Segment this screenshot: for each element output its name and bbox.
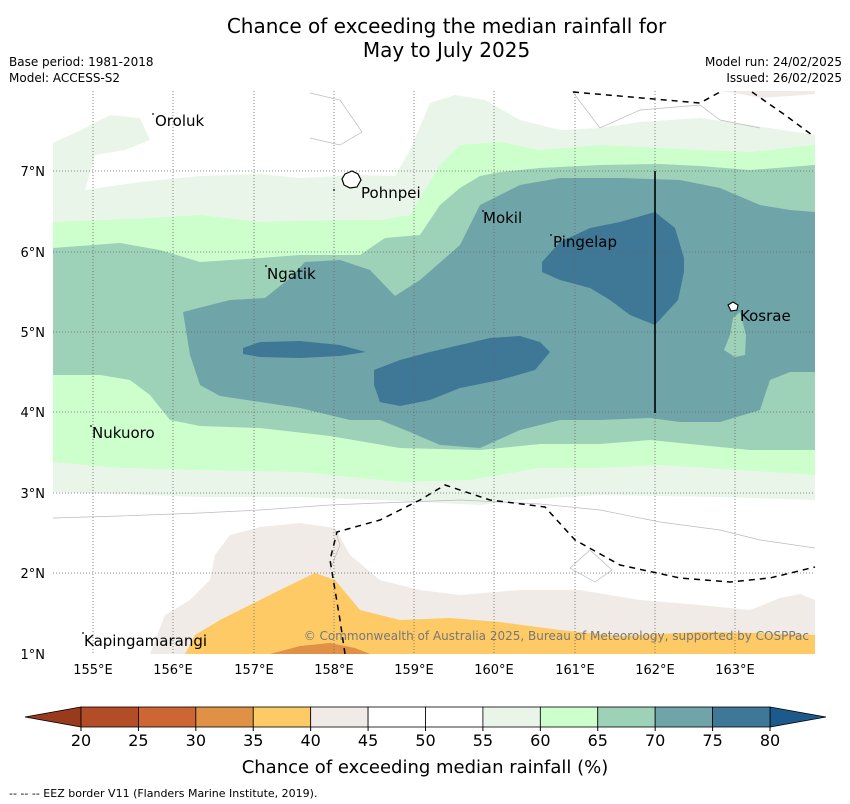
y-axis-ticks: 7°N 6°N 5°N 4°N 3°N 2°N 1°N — [21, 165, 46, 663]
x-tick: 163°E — [715, 663, 755, 678]
label-pohnpei: Pohnpei — [361, 184, 421, 202]
model-name-text: Model: ACCESS-S2 — [9, 71, 121, 85]
label-pingelap: Pingelap — [553, 233, 617, 251]
colorbar-swatch — [425, 706, 484, 728]
x-tick: 161°E — [555, 663, 595, 678]
map-title: Chance of exceeding the median rainfall … — [0, 14, 850, 62]
contour-75-b — [374, 336, 550, 406]
x-axis-ticks: 155°E 156°E 157°E 158°E 159°E 160°E 161°… — [73, 663, 755, 678]
label-oroluk: Oroluk — [155, 112, 204, 130]
colorbar-tick-label: 25 — [128, 731, 148, 750]
colorbar-tick-label: 45 — [358, 731, 378, 750]
colorbar-tick-label: 35 — [243, 731, 263, 750]
contour-45-top — [720, 91, 815, 98]
colorbar-swatch — [654, 706, 713, 728]
colorbar-over-arrow — [769, 706, 827, 728]
issued-date-text: Issued: 26/02/2025 — [726, 71, 842, 85]
colorbar-swatch — [138, 706, 197, 728]
label-kapingamarangi: Kapingamarangi — [84, 632, 207, 650]
x-tick: 156°E — [153, 663, 193, 678]
model-info: Base period: 1981-2018 Model: ACCESS-S2 — [9, 54, 154, 86]
colorbar-swatch — [367, 706, 426, 728]
eez-footnote: -- -- -- EEZ border V11 (Flanders Marine… — [9, 787, 317, 800]
colorbar-label: Chance of exceeding median rainfall (%) — [242, 757, 609, 778]
contour-40 — [185, 573, 815, 654]
colorbar-tick-label: 55 — [473, 731, 493, 750]
x-tick: 155°E — [73, 663, 113, 678]
label-nukuoro: Nukuoro — [92, 424, 155, 442]
colorbar-tick-label: 60 — [530, 731, 550, 750]
x-tick: 162°E — [635, 663, 675, 678]
pohnpei-island — [341, 170, 362, 189]
base-period-text: Base period: 1981-2018 — [9, 55, 154, 69]
colorbar-tick-label: 70 — [645, 731, 665, 750]
colorbar-tick-label: 20 — [71, 731, 91, 750]
colorbar-tick-label: 40 — [300, 731, 320, 750]
run-info: Model run: 24/02/2025 Issued: 26/02/2025 — [705, 54, 842, 86]
y-tick: 7°N — [21, 165, 46, 180]
colorbar-tick-label: 30 — [186, 731, 206, 750]
gridlines — [53, 91, 815, 654]
colorbar-under-arrow — [24, 706, 82, 728]
y-tick: 5°N — [21, 326, 46, 341]
colorbar-tick-label: 80 — [760, 731, 780, 750]
label-mokil: Mokil — [483, 209, 522, 227]
colorbar-swatch — [712, 706, 771, 728]
label-kosrae: Kosrae — [740, 307, 791, 325]
contour-lines — [53, 91, 815, 583]
y-tick: 3°N — [21, 487, 46, 502]
colorbar-tick-label: 50 — [415, 731, 435, 750]
rainfall-contours — [53, 91, 815, 654]
eez-borders — [329, 91, 816, 655]
colorbar-tick-label: 75 — [702, 731, 722, 750]
y-tick: 4°N — [21, 406, 46, 421]
contour-75-c — [542, 212, 684, 325]
colorbar-swatch — [80, 706, 139, 728]
x-tick: 160°E — [474, 663, 514, 678]
colorbar-swatch — [482, 706, 541, 728]
atoll-markers — [82, 113, 552, 634]
contour-75-a — [243, 341, 366, 358]
model-run-text: Model run: 24/02/2025 — [704, 55, 842, 69]
copyright-notice: © Commonwealth of Australia 2025, Bureau… — [304, 629, 809, 643]
y-tick: 6°N — [21, 246, 46, 261]
colorbar-tick-label: 65 — [588, 731, 608, 750]
colorbar-swatch — [597, 706, 656, 728]
y-tick: 2°N — [21, 567, 46, 582]
colorbar-swatch — [252, 706, 312, 728]
title-line-1: Chance of exceeding the median rainfall … — [226, 14, 667, 38]
x-tick: 159°E — [394, 663, 434, 678]
kosrae-island — [727, 301, 739, 312]
title-line-2: May to July 2025 — [362, 38, 531, 62]
y-tick: 1°N — [21, 648, 46, 663]
x-tick: 157°E — [234, 663, 274, 678]
colorbar-swatch — [310, 706, 369, 728]
colorbar-swatch — [539, 706, 599, 728]
colorbar-swatch — [195, 706, 254, 728]
label-ngatik: Ngatik — [267, 265, 316, 283]
colorbar: 20 25 30 35 40 45 50 55 60 65 70 75 80 — [24, 706, 827, 750]
x-tick: 158°E — [314, 663, 354, 678]
